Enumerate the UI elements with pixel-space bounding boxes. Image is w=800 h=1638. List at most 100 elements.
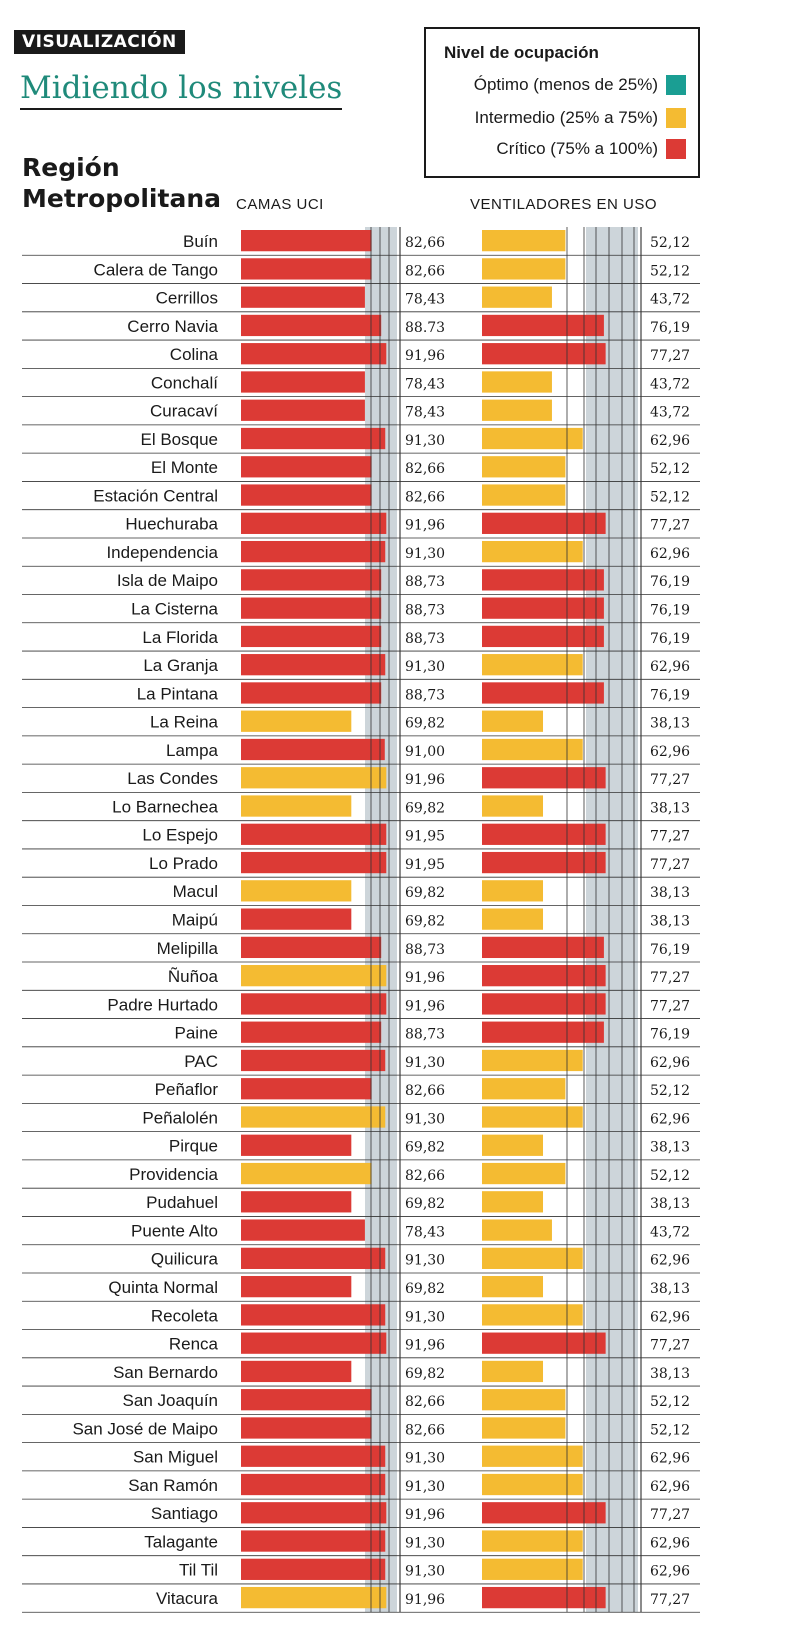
value-label-camas: 91,30: [405, 433, 445, 449]
row-label: Quilicura: [151, 1250, 219, 1269]
row-label: La Pintana: [137, 684, 219, 703]
value-label-camas: 78,43: [405, 292, 445, 308]
bar-ventiladores: [482, 512, 606, 534]
value-label-ventiladores: 76,19: [650, 631, 690, 647]
value-label-ventiladores: 38,13: [650, 1140, 690, 1156]
region-title-line2: Metropolitana: [22, 184, 221, 213]
value-label-ventiladores: 52,12: [650, 1422, 690, 1438]
bar-camas: [241, 371, 365, 393]
row-label: Buín: [183, 232, 218, 251]
value-label-camas: 91,96: [405, 1592, 445, 1608]
value-label-ventiladores: 77,27: [650, 518, 690, 534]
bar-camas: [241, 1021, 382, 1043]
value-label-camas: 82,66: [405, 235, 445, 251]
row-label: Talagante: [144, 1532, 218, 1551]
value-label-ventiladores: 43,72: [650, 1224, 690, 1240]
row-label: San José de Maipo: [72, 1419, 218, 1438]
bar-camas: [241, 823, 387, 845]
value-label-camas: 91,30: [405, 1535, 445, 1551]
value-label-camas: 91,30: [405, 1055, 445, 1071]
value-label-camas: 88,73: [405, 942, 445, 958]
value-label-camas: 82,66: [405, 1168, 445, 1184]
bar-camas: [241, 1304, 386, 1326]
value-label-ventiladores: 77,27: [650, 1507, 690, 1523]
value-label-ventiladores: 52,12: [650, 489, 690, 505]
row-label: Conchalí: [151, 373, 218, 392]
value-label-camas: 88,73: [405, 603, 445, 619]
row-label: Huechuraba: [125, 515, 218, 534]
value-label-ventiladores: 52,12: [650, 263, 690, 279]
value-label-ventiladores: 76,19: [650, 603, 690, 619]
bar-camas: [241, 965, 387, 987]
bar-ventiladores: [482, 1389, 566, 1411]
bar-camas: [241, 1586, 387, 1609]
row-label: Macul: [173, 882, 218, 901]
row-label: Lo Prado: [149, 854, 218, 873]
row-label: Cerrillos: [156, 289, 218, 308]
value-label-ventiladores: 77,27: [650, 348, 690, 364]
bar-ventiladores: [482, 1049, 583, 1072]
bar-ventiladores: [482, 1530, 583, 1552]
bar-camas: [241, 1106, 386, 1128]
bar-ventiladores: [482, 258, 566, 280]
bar-camas: [241, 1417, 372, 1439]
legend-label-critico: Crítico (75% a 100%): [496, 139, 658, 158]
value-label-camas: 88.73: [405, 320, 445, 336]
value-label-camas: 82,66: [405, 1394, 445, 1410]
bar-ventiladores: [482, 795, 544, 817]
value-label-ventiladores: 62,96: [650, 1111, 690, 1127]
row-label: Peñaflor: [155, 1080, 219, 1099]
value-label-camas: 91,30: [405, 1309, 445, 1325]
row-label: San Bernardo: [113, 1363, 218, 1382]
bar-camas: [241, 343, 387, 365]
value-label-ventiladores: 62,96: [650, 1479, 690, 1495]
value-label-camas: 82,66: [405, 489, 445, 505]
row-label: Til Til: [179, 1561, 218, 1580]
bar-camas: [241, 512, 387, 534]
bar-camas: [241, 569, 382, 591]
bar-ventiladores: [482, 1417, 566, 1439]
row-label: Vitacura: [156, 1589, 219, 1608]
bar-camas: [241, 1502, 387, 1524]
bar-camas: [241, 540, 386, 563]
value-label-ventiladores: 43,72: [650, 405, 690, 421]
legend-item-critico: Crítico (75% a 100%): [496, 137, 686, 161]
bar-ventiladores: [482, 399, 552, 421]
bar-ventiladores: [482, 569, 604, 591]
bar-ventiladores: [482, 1106, 583, 1128]
bar-ventiladores: [482, 936, 604, 959]
bar-ventiladores: [482, 851, 606, 874]
value-label-camas: 91,96: [405, 998, 445, 1014]
bar-camas: [241, 936, 382, 959]
bar-camas: [241, 1078, 372, 1100]
bar-camas: [241, 1558, 386, 1580]
value-label-ventiladores: 62,96: [650, 1451, 690, 1467]
bar-camas: [241, 314, 382, 337]
value-label-camas: 88,73: [405, 631, 445, 647]
value-label-camas: 91,30: [405, 1564, 445, 1580]
row-label: San Miguel: [133, 1448, 218, 1467]
value-label-ventiladores: 62,96: [650, 1309, 690, 1325]
bar-camas: [241, 738, 385, 761]
bar-ventiladores: [482, 1275, 544, 1298]
value-label-camas: 91,30: [405, 659, 445, 675]
value-label-ventiladores: 38,13: [650, 1196, 690, 1212]
bar-camas: [241, 1445, 386, 1467]
value-label-camas: 82,66: [405, 461, 445, 477]
legend-label-optimo: Óptimo (menos de 25%): [473, 75, 658, 94]
value-label-camas: 91,95: [405, 829, 445, 845]
bar-ventiladores: [482, 908, 544, 930]
value-label-ventiladores: 38,13: [650, 885, 690, 901]
bar-ventiladores: [482, 625, 604, 648]
row-label: Las Condes: [127, 769, 218, 788]
bar-camas: [241, 484, 372, 506]
page-title: Midiendo los niveles: [20, 70, 343, 110]
bar-camas: [241, 1389, 372, 1411]
bar-ventiladores: [482, 1162, 566, 1185]
value-label-camas: 82,66: [405, 263, 445, 279]
value-label-camas: 88,73: [405, 574, 445, 590]
bar-camas: [241, 1275, 352, 1298]
bar-ventiladores: [482, 965, 606, 987]
row-label: Melipilla: [157, 939, 219, 958]
value-label-camas: 78,43: [405, 1224, 445, 1240]
